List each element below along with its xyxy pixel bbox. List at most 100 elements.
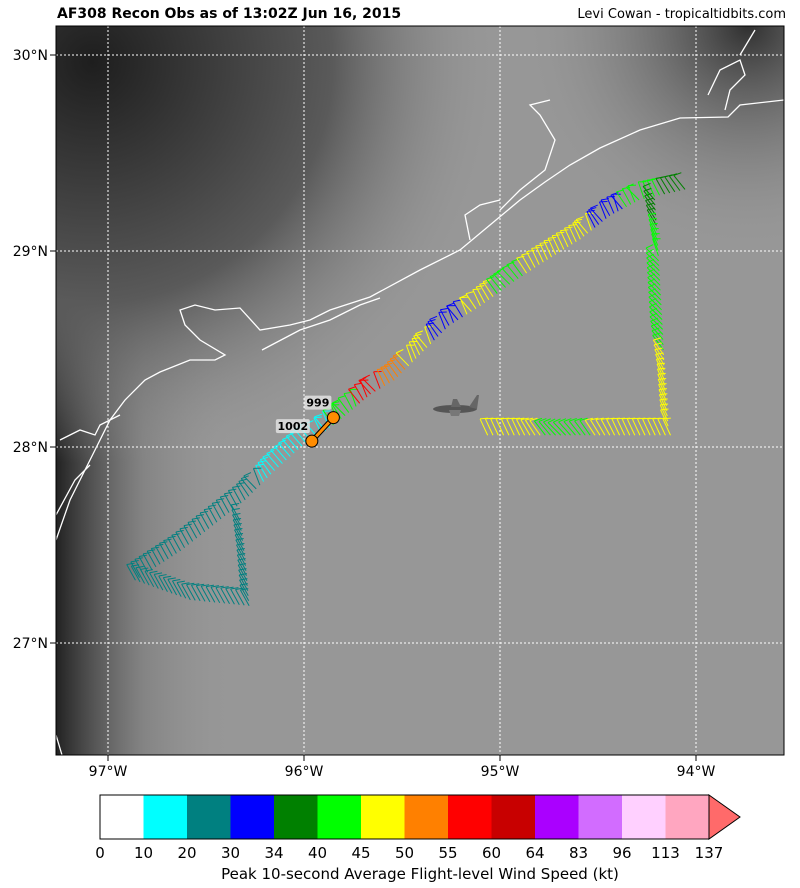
colorbar-segment (665, 795, 710, 839)
colorbar-tick-label: 45 (351, 844, 370, 862)
wind-barb (568, 417, 581, 436)
wind-barb (200, 584, 211, 603)
colorbar-tick-label: 0 (95, 844, 105, 862)
wind-barb (171, 533, 181, 552)
wind-barb (146, 549, 157, 568)
wind-barb (167, 577, 178, 596)
wind-barb (130, 564, 141, 583)
wind-barb (626, 183, 640, 201)
wind-barb (429, 315, 443, 334)
wind-barb (559, 229, 569, 248)
wind-barb (657, 372, 666, 391)
wind-barb (415, 330, 428, 348)
wind-barb (642, 417, 651, 436)
colorbar-tick-label: 113 (651, 844, 680, 862)
wind-barb (386, 359, 399, 378)
wind-barb (558, 418, 571, 436)
wind-barb (220, 586, 230, 605)
wind-barb (647, 417, 656, 436)
wind-barb (652, 238, 661, 256)
wind-barb (551, 234, 561, 253)
wind-barb (162, 575, 173, 594)
wind-barb (646, 258, 660, 276)
wind-barb (282, 436, 295, 454)
pressure-obs: 1002 999 (275, 395, 340, 448)
wind-barb (573, 218, 585, 237)
wind-barb (506, 417, 515, 436)
colorbar-segment (230, 795, 275, 839)
wind-barb (662, 417, 671, 436)
wind-barb (539, 241, 548, 260)
wind-barb (392, 352, 406, 370)
wind-barb (652, 332, 664, 351)
wind-barb (652, 417, 661, 436)
colorbar-segment (100, 795, 144, 839)
wind-barb (533, 417, 546, 436)
wind-barb (348, 386, 361, 404)
wind-barb (526, 249, 536, 268)
wind-barb (150, 546, 161, 565)
wind-barb (611, 417, 621, 436)
wind-barb (552, 418, 567, 436)
wind-barb (555, 231, 565, 250)
wind-barb (600, 417, 611, 436)
wind-barb (482, 279, 494, 297)
colorbar-segment (361, 795, 405, 839)
wind-barb (648, 288, 662, 306)
wind-barb (389, 355, 402, 374)
wind-barb (496, 267, 511, 285)
wind-barb (586, 209, 596, 228)
lon-tick-label: 96°W (285, 764, 324, 780)
wind-barb (606, 417, 616, 436)
wind-barb (511, 417, 521, 436)
wind-barb (215, 585, 226, 604)
wind-barb (186, 582, 196, 601)
wind-barb (649, 302, 663, 320)
wind-barb (644, 192, 656, 211)
lat-tick-label: 27°N (13, 636, 48, 652)
colorbar: 0 10 20 30 34 40 45 50 55 60 64 83 96 113 137 Peak 10-s… (95, 794, 741, 883)
wind-barb (452, 299, 463, 318)
wind-barb (205, 584, 216, 603)
wind-barb (658, 383, 667, 401)
wind-barb (647, 273, 661, 291)
colorbar-segment (535, 795, 579, 839)
wind-barb (649, 312, 664, 330)
wind-barb (564, 226, 573, 245)
wind-barb (524, 417, 536, 436)
wind-barb (647, 283, 662, 301)
wind-barb (649, 222, 658, 241)
wind-barb (643, 187, 656, 206)
wind-barb (658, 388, 668, 407)
wind-barb (642, 182, 656, 201)
wind-barb (648, 293, 662, 311)
colorbar-tick-label: 20 (177, 844, 196, 862)
wind-barb (531, 247, 540, 265)
wind-barb (656, 362, 666, 381)
wind-barb (195, 583, 206, 602)
wind-barb (646, 263, 661, 281)
wind-barb (240, 475, 253, 493)
wind-barb (645, 197, 657, 216)
wind-barb (163, 538, 173, 557)
wind-barb (210, 585, 221, 604)
wind-barb (563, 418, 576, 436)
wind-barb (332, 398, 346, 416)
wind-barb (636, 417, 646, 436)
colorbar-extend-arrow (708, 794, 741, 840)
wind-barb (529, 417, 541, 436)
wind-barb (135, 565, 146, 584)
colorbar-segment (404, 795, 449, 839)
colorbar-segment (274, 795, 318, 839)
wind-barb (647, 268, 661, 286)
colorbar-segment (317, 795, 362, 839)
wind-barb (231, 507, 242, 526)
wind-barb (657, 377, 667, 396)
chart-title: AF308 Recon Obs as of 13:02Z Jun 16, 201… (57, 6, 402, 22)
wind-barb (285, 432, 299, 450)
wind-barb (278, 439, 291, 457)
colorbar-tick-label: 96 (612, 844, 631, 862)
wind-barb (599, 201, 608, 219)
wind-barb (657, 417, 666, 436)
wind-barb (490, 417, 499, 436)
